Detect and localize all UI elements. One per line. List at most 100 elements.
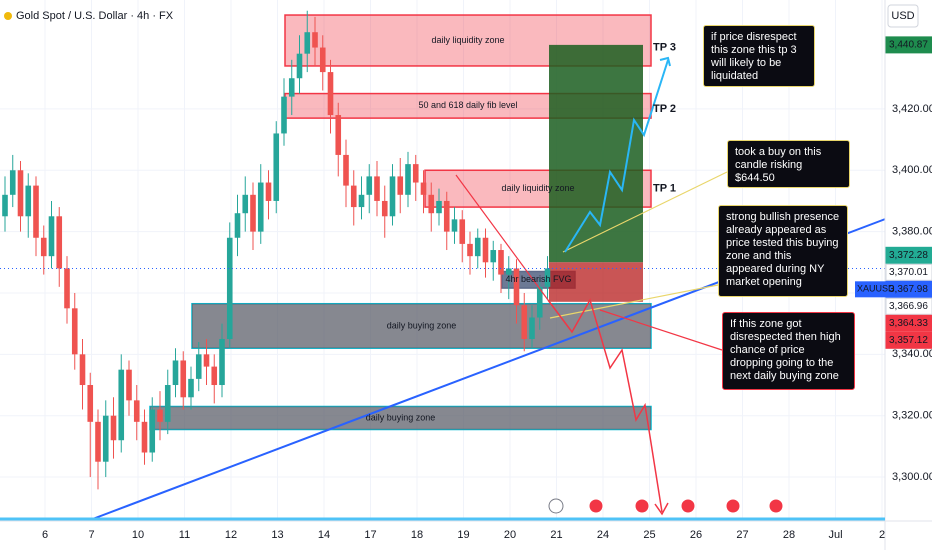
candle-body xyxy=(48,216,55,257)
x-tick-label: 18 xyxy=(411,529,423,541)
x-tick-label: 20 xyxy=(504,529,516,541)
y-tick-label: 3,400.00 xyxy=(892,164,932,176)
candle-body xyxy=(296,53,303,79)
price-label-box xyxy=(885,246,932,264)
candle-body xyxy=(536,286,543,318)
x-tick-label: 21 xyxy=(550,529,562,541)
candle-body xyxy=(436,200,442,214)
candle-body xyxy=(366,176,373,195)
candle-body xyxy=(64,268,70,309)
symbol-icon xyxy=(4,12,12,20)
price-label-box xyxy=(885,263,932,281)
arrow-head xyxy=(659,56,671,67)
candle-body xyxy=(40,237,47,257)
candle-body xyxy=(459,219,466,244)
candle-body xyxy=(521,305,528,339)
candle-body xyxy=(257,182,264,232)
x-tick-label: 12 xyxy=(225,529,237,541)
event-icon[interactable] xyxy=(768,498,784,514)
zone-label: 4hr bearish FVG xyxy=(505,274,571,284)
bullish-projection xyxy=(564,59,669,253)
candle-body xyxy=(265,182,272,201)
candle-body xyxy=(467,243,473,257)
x-tick-label: 13 xyxy=(271,529,283,541)
candle-body xyxy=(420,182,427,195)
price-label: 3,366.96 xyxy=(889,301,928,312)
grid xyxy=(0,0,885,520)
candle-body xyxy=(335,115,342,155)
candle-body xyxy=(102,415,109,462)
connector xyxy=(549,284,719,319)
symbol-tag-label: XAUUSD xyxy=(857,284,895,294)
y-tick-label: 3,340.00 xyxy=(892,348,932,360)
price-label: 3,364.33 xyxy=(889,318,928,329)
candle-body xyxy=(288,78,295,97)
candle-body xyxy=(234,213,241,238)
candle-body xyxy=(195,354,202,379)
candle-body xyxy=(79,354,86,386)
candle-body xyxy=(126,369,132,401)
candle-body xyxy=(25,185,32,217)
note: took a buy on this candle risking $644.5… xyxy=(727,140,850,188)
symbol-title: Gold Spot / U.S. Dollar · 4h · FX xyxy=(16,10,174,22)
x-tick-label: 24 xyxy=(597,529,609,541)
candle-body xyxy=(71,308,78,355)
candle-body xyxy=(482,237,489,263)
x-tick-label: 7 xyxy=(88,529,94,541)
note: strong bullish presence already appeared… xyxy=(718,205,848,297)
zones xyxy=(149,14,652,431)
zone-label: 50 and 618 daily fib level xyxy=(418,100,517,110)
event-icon[interactable] xyxy=(548,498,564,514)
candle-body xyxy=(188,378,194,398)
connector xyxy=(599,309,723,351)
candle-body xyxy=(319,47,326,73)
candle-body xyxy=(358,194,365,208)
event-icon[interactable] xyxy=(634,498,650,514)
candle-body xyxy=(110,415,117,441)
price-label: 3,367.98 xyxy=(889,284,928,295)
event-icon[interactable] xyxy=(680,498,696,514)
candle-body xyxy=(327,72,334,116)
y-tick-label: 3,320.00 xyxy=(892,410,932,422)
candle-body xyxy=(33,185,39,238)
arrow-head xyxy=(654,502,669,516)
candle-body xyxy=(164,385,171,422)
candle-body xyxy=(95,421,101,462)
candle-body xyxy=(451,219,458,232)
event-icon[interactable] xyxy=(725,498,741,514)
candle-body xyxy=(304,32,311,54)
candle-body xyxy=(226,237,233,339)
candle-body xyxy=(374,176,380,201)
tp-label: TP 3 xyxy=(653,41,676,53)
candle-body xyxy=(343,154,349,186)
candle-body xyxy=(17,170,24,217)
price-label-box xyxy=(885,297,932,315)
note: if price disrespect this zone this tp 3 … xyxy=(703,25,815,87)
candle-body xyxy=(242,194,249,214)
candle-body xyxy=(56,216,63,269)
candle-body xyxy=(389,176,396,217)
price-label: 3,372.28 xyxy=(889,250,928,261)
candle-body xyxy=(87,385,94,422)
zone-label: daily buying zone xyxy=(366,412,436,422)
candle-body xyxy=(505,268,512,275)
x-tick-label: 19 xyxy=(457,529,469,541)
x-tick-label: 10 xyxy=(132,529,144,541)
tp-label: TP 2 xyxy=(653,103,676,115)
x-tick-label: Jul xyxy=(828,529,842,541)
candle-body xyxy=(498,250,504,275)
x-tick-label: 17 xyxy=(364,529,376,541)
price-label-box xyxy=(885,36,932,54)
x-tick-label: 26 xyxy=(690,529,702,541)
candle-body xyxy=(474,237,481,257)
x-tick-label: 14 xyxy=(318,529,330,541)
zone-label: daily liquidity zone xyxy=(431,35,504,45)
candle-body xyxy=(513,268,520,306)
candle-body xyxy=(405,164,411,195)
candle-body xyxy=(2,194,8,217)
price-label: 3,357.12 xyxy=(889,335,928,346)
currency-button[interactable] xyxy=(887,4,919,28)
candle-body xyxy=(273,133,280,201)
event-icon[interactable] xyxy=(588,498,604,514)
y-tick-label: 3,420.00 xyxy=(892,103,932,115)
